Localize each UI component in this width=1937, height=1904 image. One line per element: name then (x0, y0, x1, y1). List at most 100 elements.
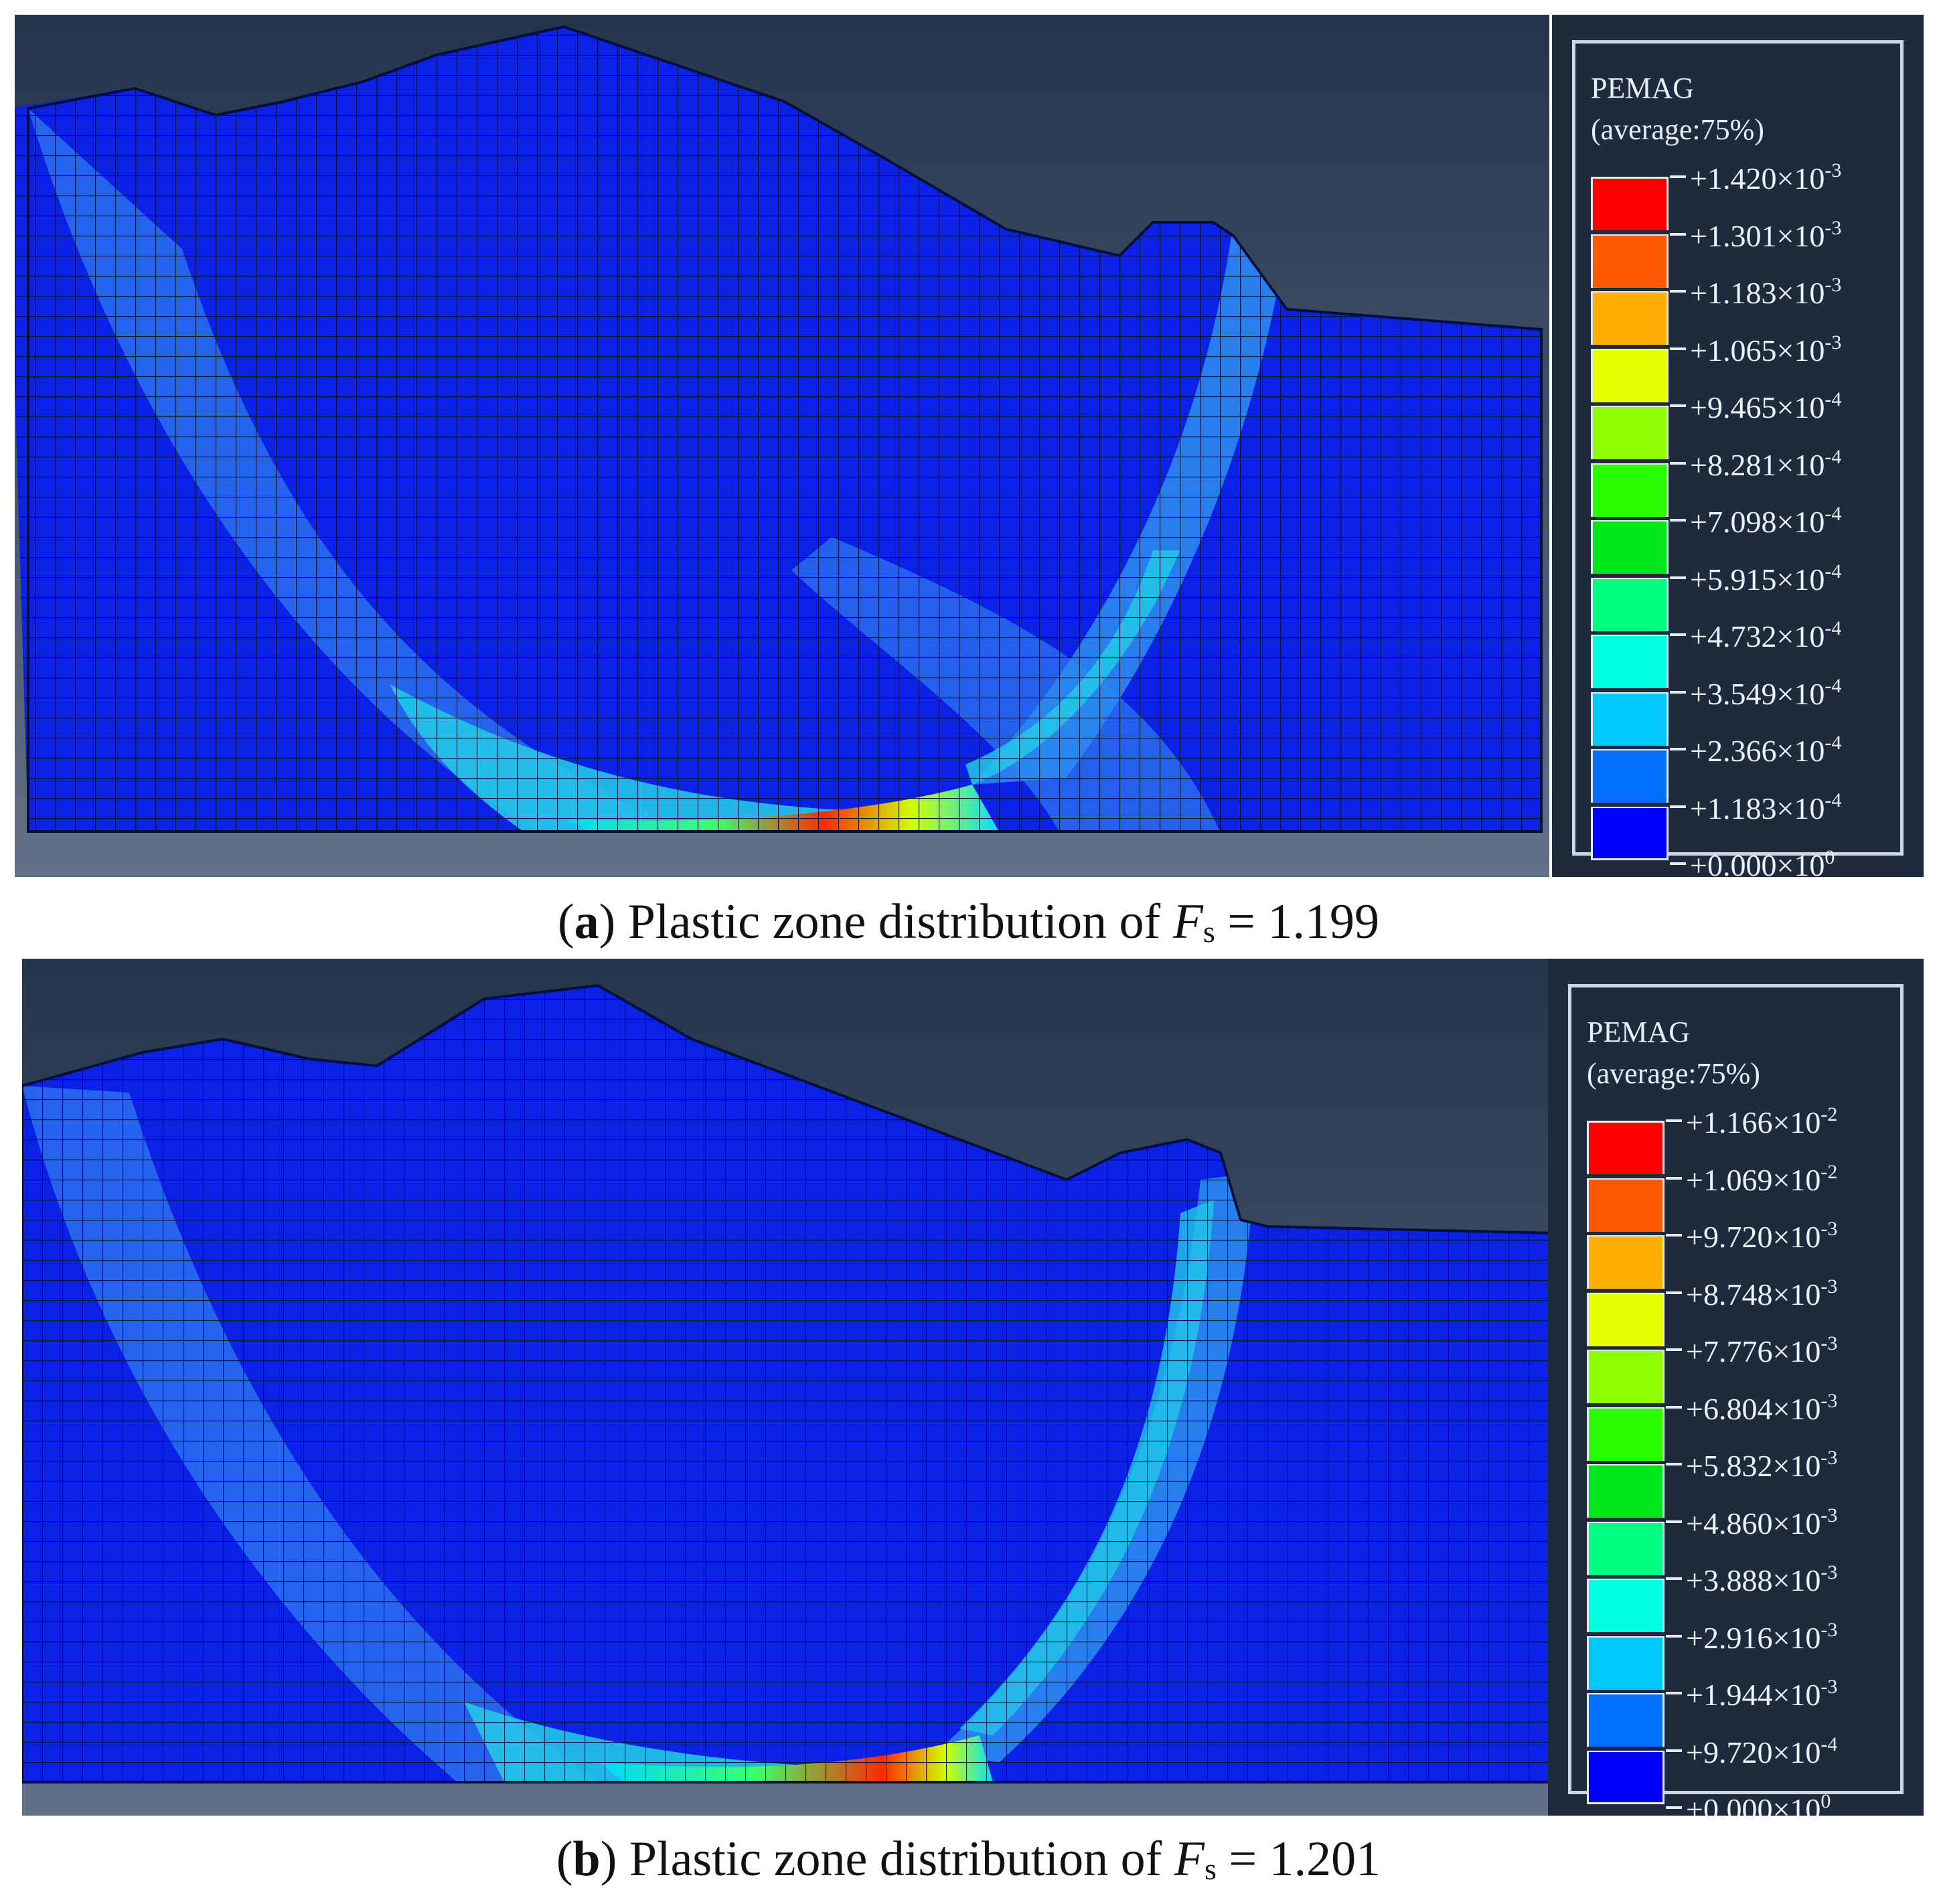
legend-tick-exponent: -2 (1820, 1103, 1838, 1125)
legend-subtitle: (average:75%) (1587, 1057, 1760, 1090)
legend-tick-label: +1.166×10-2 (1686, 1105, 1837, 1138)
legend-tick-label: +8.281×10-4 (1690, 447, 1841, 481)
caption-text: Plastic zone distribution of (627, 894, 1161, 949)
legend-swatch (1591, 291, 1669, 345)
legend-tick-label: +1.420×10-3 (1690, 161, 1841, 194)
legend-tick-exponent: -3 (1825, 159, 1842, 181)
legend-tick-mantissa: +4.860×10 (1686, 1506, 1821, 1540)
legend-swatch (1591, 177, 1669, 230)
legend-title: PEMAG (1587, 1016, 1691, 1048)
legend-swatch (1591, 348, 1669, 402)
legend-tick-exponent: -3 (1825, 216, 1842, 239)
legend-tick-exponent: -3 (1820, 1389, 1838, 1412)
legend-tick-mantissa: +4.732×10 (1690, 619, 1825, 653)
legend-swatch (1587, 1521, 1664, 1575)
legend-tick-mantissa: +9.465×10 (1690, 390, 1825, 424)
legend-tick-mantissa: +1.065×10 (1690, 333, 1825, 368)
caption-subscript: s (1204, 1852, 1217, 1886)
legend-tick-exponent: -3 (1825, 274, 1842, 296)
legend-b: PEMAG (average:75%) +1.166×10-2 +1.069×10… (1548, 959, 1924, 1825)
legend-tick-mantissa: +9.720×10 (1686, 1220, 1821, 1254)
legend-tick (1670, 175, 1686, 178)
legend-swatch (1587, 1636, 1664, 1690)
legend-tick-mantissa: +1.069×10 (1686, 1162, 1821, 1197)
legend-tick-exponent: -3 (1825, 331, 1842, 353)
legend-tick-exponent: -3 (1820, 1218, 1838, 1240)
legend-tick-exponent: -4 (1825, 617, 1842, 639)
caption-symbol: F (1174, 1832, 1205, 1887)
legend-tick-mantissa: +5.915×10 (1690, 562, 1825, 597)
legend-tick-label: +1.944×10-3 (1686, 1677, 1837, 1711)
legend-tick (1670, 232, 1686, 236)
legend-tick-label: +9.465×10-4 (1690, 390, 1841, 423)
legend-tick (1670, 519, 1686, 522)
legend-title: PEMAG (1591, 72, 1695, 104)
caption-symbol: F (1172, 894, 1203, 949)
caption-subscript: s (1203, 915, 1215, 949)
legend-tick-exponent: -3 (1820, 1618, 1838, 1641)
contour-plot-b (22, 959, 1558, 1816)
legend-tick-exponent: 0 (1825, 846, 1835, 868)
legend-swatch (1591, 406, 1669, 459)
legend-swatch (1587, 1407, 1664, 1461)
legend-tick-exponent: -3 (1820, 1332, 1838, 1354)
legend-swatch (1591, 520, 1669, 574)
legend-tick-mantissa: +0.000×10 (1690, 848, 1825, 882)
legend-tick (1666, 1405, 1682, 1409)
legend-frame (1572, 40, 1904, 856)
slope-model-a (15, 15, 1549, 877)
legend-tick (1666, 1119, 1682, 1122)
legend-tick (1670, 633, 1686, 636)
legend-tick-exponent: -4 (1825, 732, 1842, 754)
legend-tick-label: +3.888×10-3 (1686, 1563, 1837, 1596)
legend-tick-mantissa: +7.776×10 (1686, 1334, 1821, 1368)
legend-tick (1670, 461, 1686, 465)
legend-swatch (1587, 1750, 1664, 1804)
legend-swatch (1587, 1464, 1664, 1518)
legend-swatch (1587, 1693, 1664, 1747)
legend-tick-label: +0.000×100 (1690, 848, 1835, 881)
legend-swatch (1587, 1292, 1664, 1346)
panel-b: PEMAG (average:75%) +1.166×10-2 +1.069×10… (0, 951, 1937, 1904)
legend-tick-label: +1.183×10-4 (1690, 789, 1842, 824)
caption-value: = 1.199 (1227, 894, 1380, 949)
legend-tick (1666, 1577, 1682, 1580)
legend-tick (1670, 404, 1686, 407)
legend-swatch (1587, 1350, 1664, 1403)
legend-tick-label: +2.366×10-4 (1690, 733, 1841, 767)
legend-tick (1670, 690, 1686, 694)
legend-tick-mantissa: +1.301×10 (1690, 218, 1825, 253)
legend-tick-label: +1.183×10-3 (1690, 275, 1841, 309)
legend-frame (1568, 984, 1904, 1794)
legend-tick-exponent: -4 (1825, 560, 1842, 582)
legend-tick-exponent: -3 (1820, 1676, 1838, 1698)
legend-tick-mantissa: +7.098×10 (1690, 505, 1825, 539)
caption-letter: a (574, 894, 599, 949)
legend-swatch (1591, 806, 1669, 860)
legend-tick-mantissa: +2.366×10 (1690, 734, 1825, 768)
legend-swatch (1591, 749, 1669, 803)
legend-tick-mantissa: +1.944×10 (1686, 1678, 1821, 1712)
legend-tick-label: +0.000×100 (1686, 1792, 1831, 1825)
legend-tick-label: +8.748×10-3 (1686, 1276, 1837, 1310)
legend-tick-label: +2.916×10-3 (1686, 1618, 1838, 1655)
legend-tick-exponent: -3 (1820, 1447, 1838, 1469)
legend-tick (1670, 576, 1686, 579)
legend-tick-mantissa: +2.916×10 (1686, 1620, 1821, 1655)
caption-b: (b) Plastic zone distribution of Fs = 1.… (556, 1832, 1381, 1887)
caption-text: Plastic zone distribution of (629, 1832, 1162, 1887)
legend-tick (1670, 805, 1686, 808)
legend-tick (1666, 1806, 1682, 1809)
legend-tick (1666, 1749, 1682, 1752)
legend-tick-mantissa: +5.832×10 (1686, 1449, 1821, 1483)
legend-tick-exponent: -3 (1820, 1504, 1838, 1526)
legend-tick-label: +5.915×10-4 (1690, 560, 1842, 597)
legend-tick-label: +9.720×10-4 (1686, 1734, 1837, 1769)
legend-swatch (1587, 1579, 1664, 1632)
legend-tick-label: +6.804×10-3 (1686, 1391, 1837, 1425)
legend-tick (1670, 347, 1686, 350)
legend-tick-label: +9.720×10-3 (1686, 1219, 1837, 1253)
legend-tick-label: +7.098×10-4 (1690, 504, 1841, 538)
legend-tick-mantissa: +9.720×10 (1686, 1735, 1821, 1769)
legend-tick-exponent: -4 (1825, 789, 1842, 811)
